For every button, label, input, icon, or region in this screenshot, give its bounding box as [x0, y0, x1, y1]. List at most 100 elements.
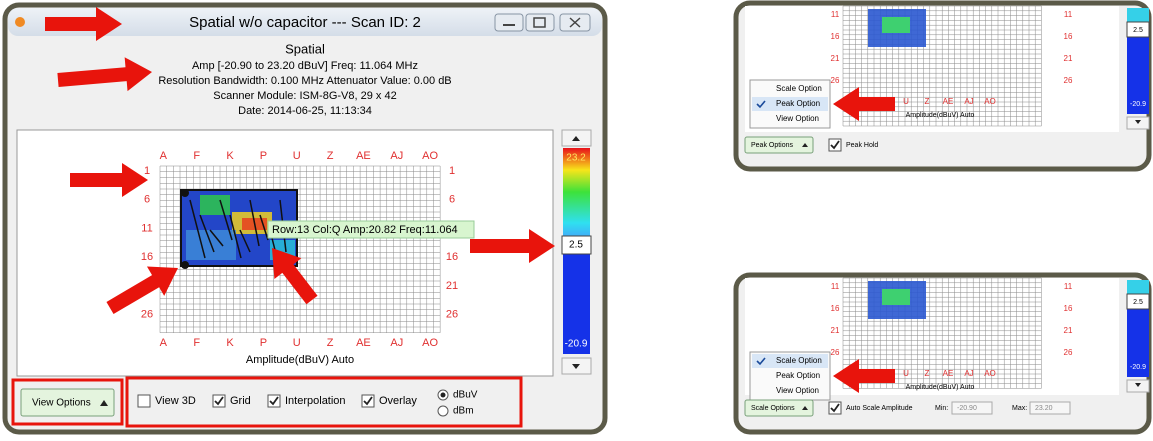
color-bar [563, 148, 590, 236]
red-arrow [106, 266, 178, 315]
menu-item[interactable]: Scale Option [776, 84, 822, 93]
menu-item[interactable]: Scale Option [776, 356, 822, 365]
column-label: AE [356, 150, 371, 162]
row-label: 16 [446, 251, 458, 263]
checkbox[interactable] [137, 394, 151, 408]
row-label: 11 [831, 282, 840, 291]
row-label: 26 [1064, 76, 1073, 85]
info-line: Resolution Bandwidth: 0.100 MHz Attenuat… [158, 75, 451, 87]
row-label: 26 [831, 76, 840, 85]
view-options-button[interactable] [20, 388, 115, 417]
input-value: -20.90 [957, 405, 977, 412]
row-label: 1 [449, 165, 455, 177]
column-label: A [160, 150, 168, 162]
checkbox-label: Interpolation [285, 395, 346, 407]
red-arrow [833, 359, 895, 393]
column-label: P [260, 150, 267, 162]
scale-mid: 2.5 [1133, 299, 1143, 306]
red-arrow [470, 229, 555, 263]
checkbox-label: Overlay [379, 395, 417, 407]
row-label: 21 [1064, 326, 1073, 335]
red-arrow [833, 87, 895, 121]
menu-item[interactable]: Peak Option [776, 99, 820, 108]
heatmap-cell [882, 289, 910, 305]
column-label: U [903, 97, 909, 106]
row-label: 16 [831, 304, 840, 313]
column-label: AJ [390, 150, 403, 162]
scale-box [1126, 293, 1150, 310]
input-value: 23.20 [1035, 405, 1053, 412]
radio-label: dBm [453, 406, 474, 417]
row-label: 11 [1064, 282, 1073, 291]
board-trace [259, 214, 269, 241]
board-trace [199, 214, 215, 253]
window-button-min[interactable] [494, 13, 524, 32]
input-box[interactable] [1029, 401, 1071, 415]
options-button[interactable] [744, 136, 814, 154]
board-trace [239, 229, 251, 253]
checkbox[interactable] [828, 401, 842, 415]
tooltip-text: Row:13 Col:Q Amp:20.82 Freq:11.064 [272, 224, 458, 236]
menu-item[interactable]: View Option [776, 386, 819, 395]
column-label: U [293, 150, 301, 162]
row-label: 21 [1064, 54, 1073, 63]
column-label: AJ [964, 97, 973, 106]
icon [1135, 383, 1141, 387]
checkbox[interactable] [828, 138, 842, 152]
radio[interactable] [437, 405, 449, 417]
menu-item[interactable]: View Option [776, 114, 819, 123]
checkbox[interactable] [212, 394, 226, 408]
checkbox-label: Auto Scale Amplitude [846, 405, 913, 412]
field-label: Max: [1012, 405, 1027, 412]
check-mark [756, 357, 766, 366]
highlight-box [125, 376, 523, 428]
row-label: 6 [449, 194, 455, 206]
red-arrow [70, 163, 148, 197]
board-trace [219, 199, 233, 241]
tooltip [267, 220, 475, 239]
button-label: Scale Options [751, 405, 795, 412]
info-line: Date: 2014-06-25, 11:13:34 [238, 105, 372, 117]
menu-item[interactable]: Peak Option [776, 371, 820, 380]
options-button[interactable] [744, 399, 814, 417]
info-line: Scanner Module: ISM-8G-V8, 29 x 42 [213, 90, 396, 102]
column-label: AJ [964, 369, 973, 378]
input-box[interactable] [951, 401, 993, 415]
icon [569, 17, 581, 28]
column-label: U [903, 369, 909, 378]
checkbox[interactable] [267, 394, 281, 408]
column-label: AO [984, 369, 996, 378]
scale-min: -20.9 [565, 339, 588, 350]
checkbox[interactable] [361, 394, 375, 408]
button-label: View Options [32, 398, 91, 409]
board-trace [209, 229, 224, 247]
check-mark [830, 403, 840, 413]
axis-label: Amplitude(dBuV) Auto [246, 354, 354, 366]
window-button-max[interactable] [525, 13, 555, 32]
menu-highlight [752, 354, 828, 368]
heatmap-cell [882, 17, 910, 33]
heading: Spatial [285, 41, 325, 56]
button-label: Peak Options [751, 142, 794, 149]
board-trace [229, 214, 242, 259]
column-label: K [226, 337, 234, 349]
column-label: AO [422, 337, 438, 349]
row-label: 11 [1064, 10, 1073, 19]
row-label: 21 [831, 54, 840, 63]
scale-box [561, 235, 592, 255]
column-label: U [293, 337, 301, 349]
board-trace [249, 199, 260, 247]
row-label: 26 [141, 309, 153, 321]
axis-label: Amplitude(dBuV) Auto [906, 112, 975, 119]
scale-max: 23.2 [566, 153, 586, 164]
color-bar [1127, 280, 1149, 294]
board-trace [189, 199, 206, 259]
icon [572, 136, 580, 141]
scale-mid: 2.5 [569, 240, 583, 251]
row-label: 26 [831, 348, 840, 357]
window-title: Spatial w/o capacitor --- Scan ID: 2 [189, 14, 421, 31]
info-line: Amp [-20.90 to 23.20 dBuV] Freq: 11.064 … [192, 60, 418, 72]
checkbox-label: Peak Hold [846, 142, 878, 149]
highlight-box [11, 378, 124, 426]
